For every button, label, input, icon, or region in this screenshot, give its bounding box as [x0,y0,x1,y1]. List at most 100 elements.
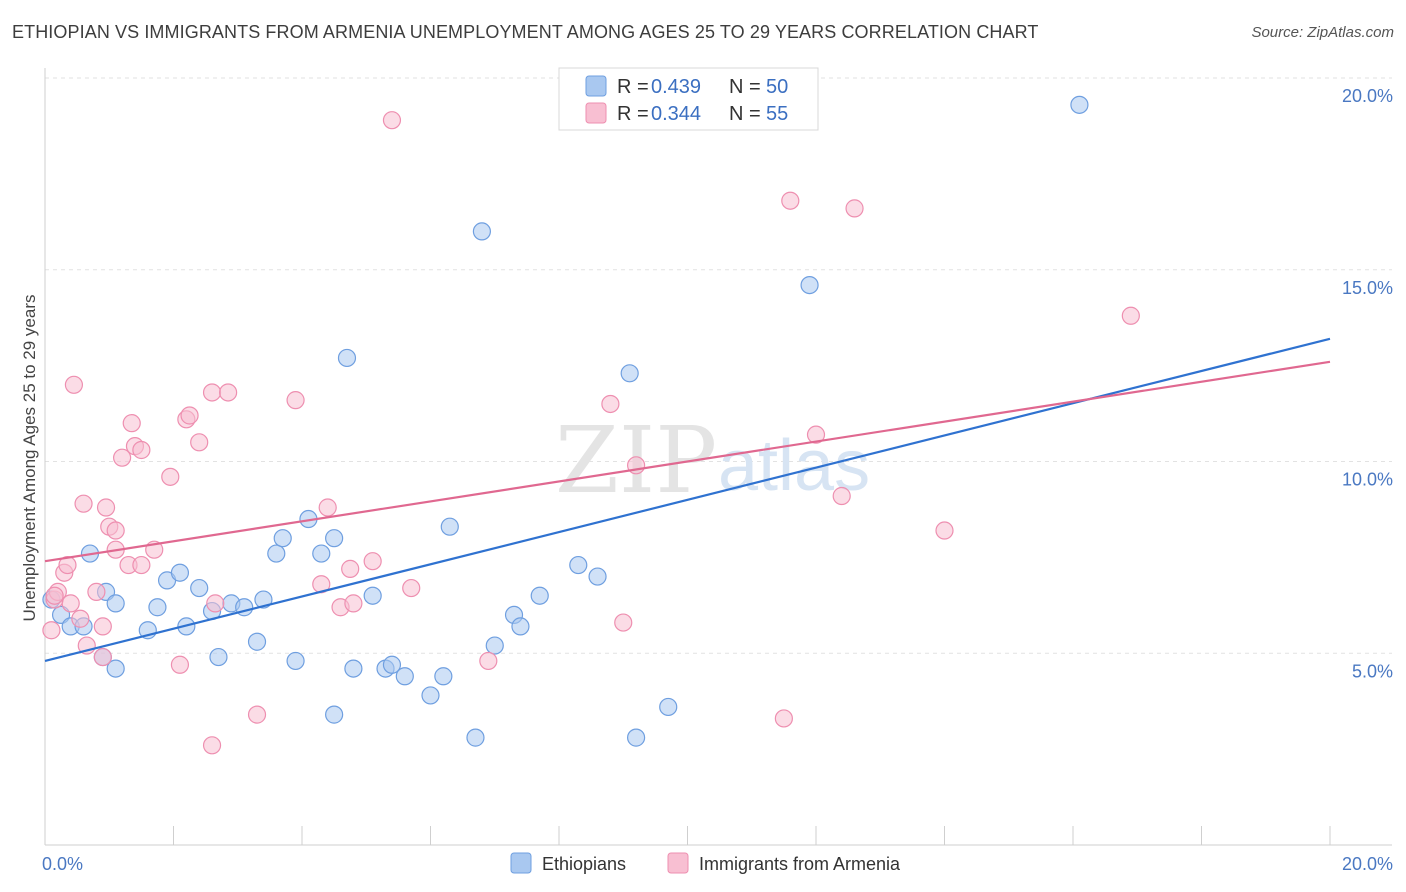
point-series-0-37 [466,728,485,747]
point-series-1-13 [96,498,116,517]
legend-swatch-ethiopians [585,75,607,97]
point-series-0-8 [106,594,125,613]
legend-r-label-2: R = [617,103,649,125]
point-series-1-38 [341,559,360,578]
legend-n-value-ethiopians: 50 [766,76,788,98]
x-tick-label-0: 0.0% [42,854,83,874]
bottom-legend-armenia: Immigrants from Armenia [699,854,901,874]
point-series-1-45 [614,613,633,632]
chart-title: ETHIOPIAN VS IMMIGRANTS FROM ARMENIA UNE… [12,22,1039,42]
point-series-0-46 [626,728,646,747]
bottom-legend-ethiopians: Ethiopians [542,854,626,874]
point-series-0-23 [286,651,305,671]
point-series-0-41 [511,617,530,636]
legend-n-label-1: N = [729,76,761,98]
point-series-0-12 [170,563,190,582]
point-series-0-35 [434,667,453,686]
point-series-1-33 [247,705,267,724]
point-series-1-8 [74,494,93,513]
point-series-1-5 [61,594,80,613]
point-series-1-47 [774,709,793,728]
point-series-1-41 [382,111,402,130]
point-series-1-11 [93,617,112,636]
point-series-0-16 [209,647,228,667]
point-series-1-29 [202,383,222,402]
legend-r-label-1: R = [617,76,649,98]
y-tick-label-1: 10.0% [1342,470,1393,490]
point-series-1-42 [402,578,421,598]
y-axis-label: Unemployment Among Ages 25 to 29 years [20,295,39,622]
legend-box: R = 0.439 N = 50 R = 0.344 N = 55 [558,67,819,131]
y-tick-label-2: 15.0% [1342,278,1393,298]
legend-swatch-armenia [585,102,607,124]
point-series-1-24 [161,467,180,486]
point-series-0-7 [106,659,125,678]
point-series-0-36 [440,517,459,536]
y-tick-label-0: 5.0% [1352,661,1393,681]
point-series-0-25 [312,544,331,563]
point-series-1-39 [344,594,363,613]
point-series-1-19 [122,414,141,433]
point-series-0-21 [267,544,286,563]
x-tick-label-1: 20.0% [1342,854,1393,874]
bottom-legend: Ethiopians Immigrants from Armenia [510,852,901,874]
point-series-1-10 [87,582,106,601]
point-series-0-29 [344,659,363,678]
legend-r-value-ethiopians: 0.439 [651,76,701,98]
point-series-1-49 [806,425,826,444]
trend-line-series-1 [44,360,1331,563]
point-series-1-50 [832,486,851,506]
point-series-0-45 [620,364,639,383]
point-series-1-28 [190,433,209,452]
point-series-1-54 [45,586,64,605]
point-series-1-15 [106,521,125,540]
tick-labels: 5.0% 10.0% 15.0% 20.0% 0.0% 20.0% [42,86,1393,874]
point-series-1-0 [42,621,61,640]
watermark: ZIP atlas [555,407,870,514]
trend-lines [44,337,1331,662]
point-series-1-17 [112,448,132,467]
point-series-1-34 [286,391,305,410]
bottom-legend-swatch-armenia [667,852,689,874]
point-series-1-43 [479,651,498,671]
point-series-0-39 [485,636,504,655]
point-series-1-12 [93,647,112,667]
grid-lines [45,77,1392,654]
point-series-0-27 [325,705,344,724]
legend-n-value-armenia: 55 [766,103,788,125]
point-series-1-7 [71,609,90,628]
point-series-0-26 [325,529,344,548]
point-series-0-14 [190,578,209,598]
point-series-1-52 [935,521,954,540]
y-tick-label-3: 20.0% [1342,86,1393,106]
point-series-0-44 [588,567,607,586]
point-series-0-42 [530,586,549,605]
point-series-0-49 [1070,95,1089,114]
point-series-0-22 [273,529,292,548]
point-series-1-21 [132,440,151,460]
point-series-1-4 [58,555,77,575]
point-series-0-38 [472,222,491,241]
point-series-1-6 [64,375,84,394]
point-series-0-10 [148,598,167,617]
chart-source: Source: ZipAtlas.com [1251,24,1394,41]
point-series-0-19 [247,632,267,651]
point-series-0-30 [363,586,382,605]
point-series-0-32 [382,655,402,674]
point-series-1-53 [1121,306,1140,325]
point-series-0-28 [337,348,357,368]
point-series-1-25 [170,655,190,674]
point-series-0-43 [569,555,588,575]
point-series-1-48 [781,191,800,210]
point-series-1-51 [845,199,864,218]
point-series-0-48 [800,275,819,295]
point-series-0-34 [421,686,440,705]
legend-n-label-2: N = [729,103,761,125]
point-series-0-33 [395,667,414,686]
point-series-1-27 [180,406,199,425]
point-series-1-30 [206,594,225,613]
point-series-0-47 [659,697,678,717]
bottom-legend-swatch-ethiopians [510,852,532,874]
legend-r-value-armenia: 0.344 [651,103,701,125]
